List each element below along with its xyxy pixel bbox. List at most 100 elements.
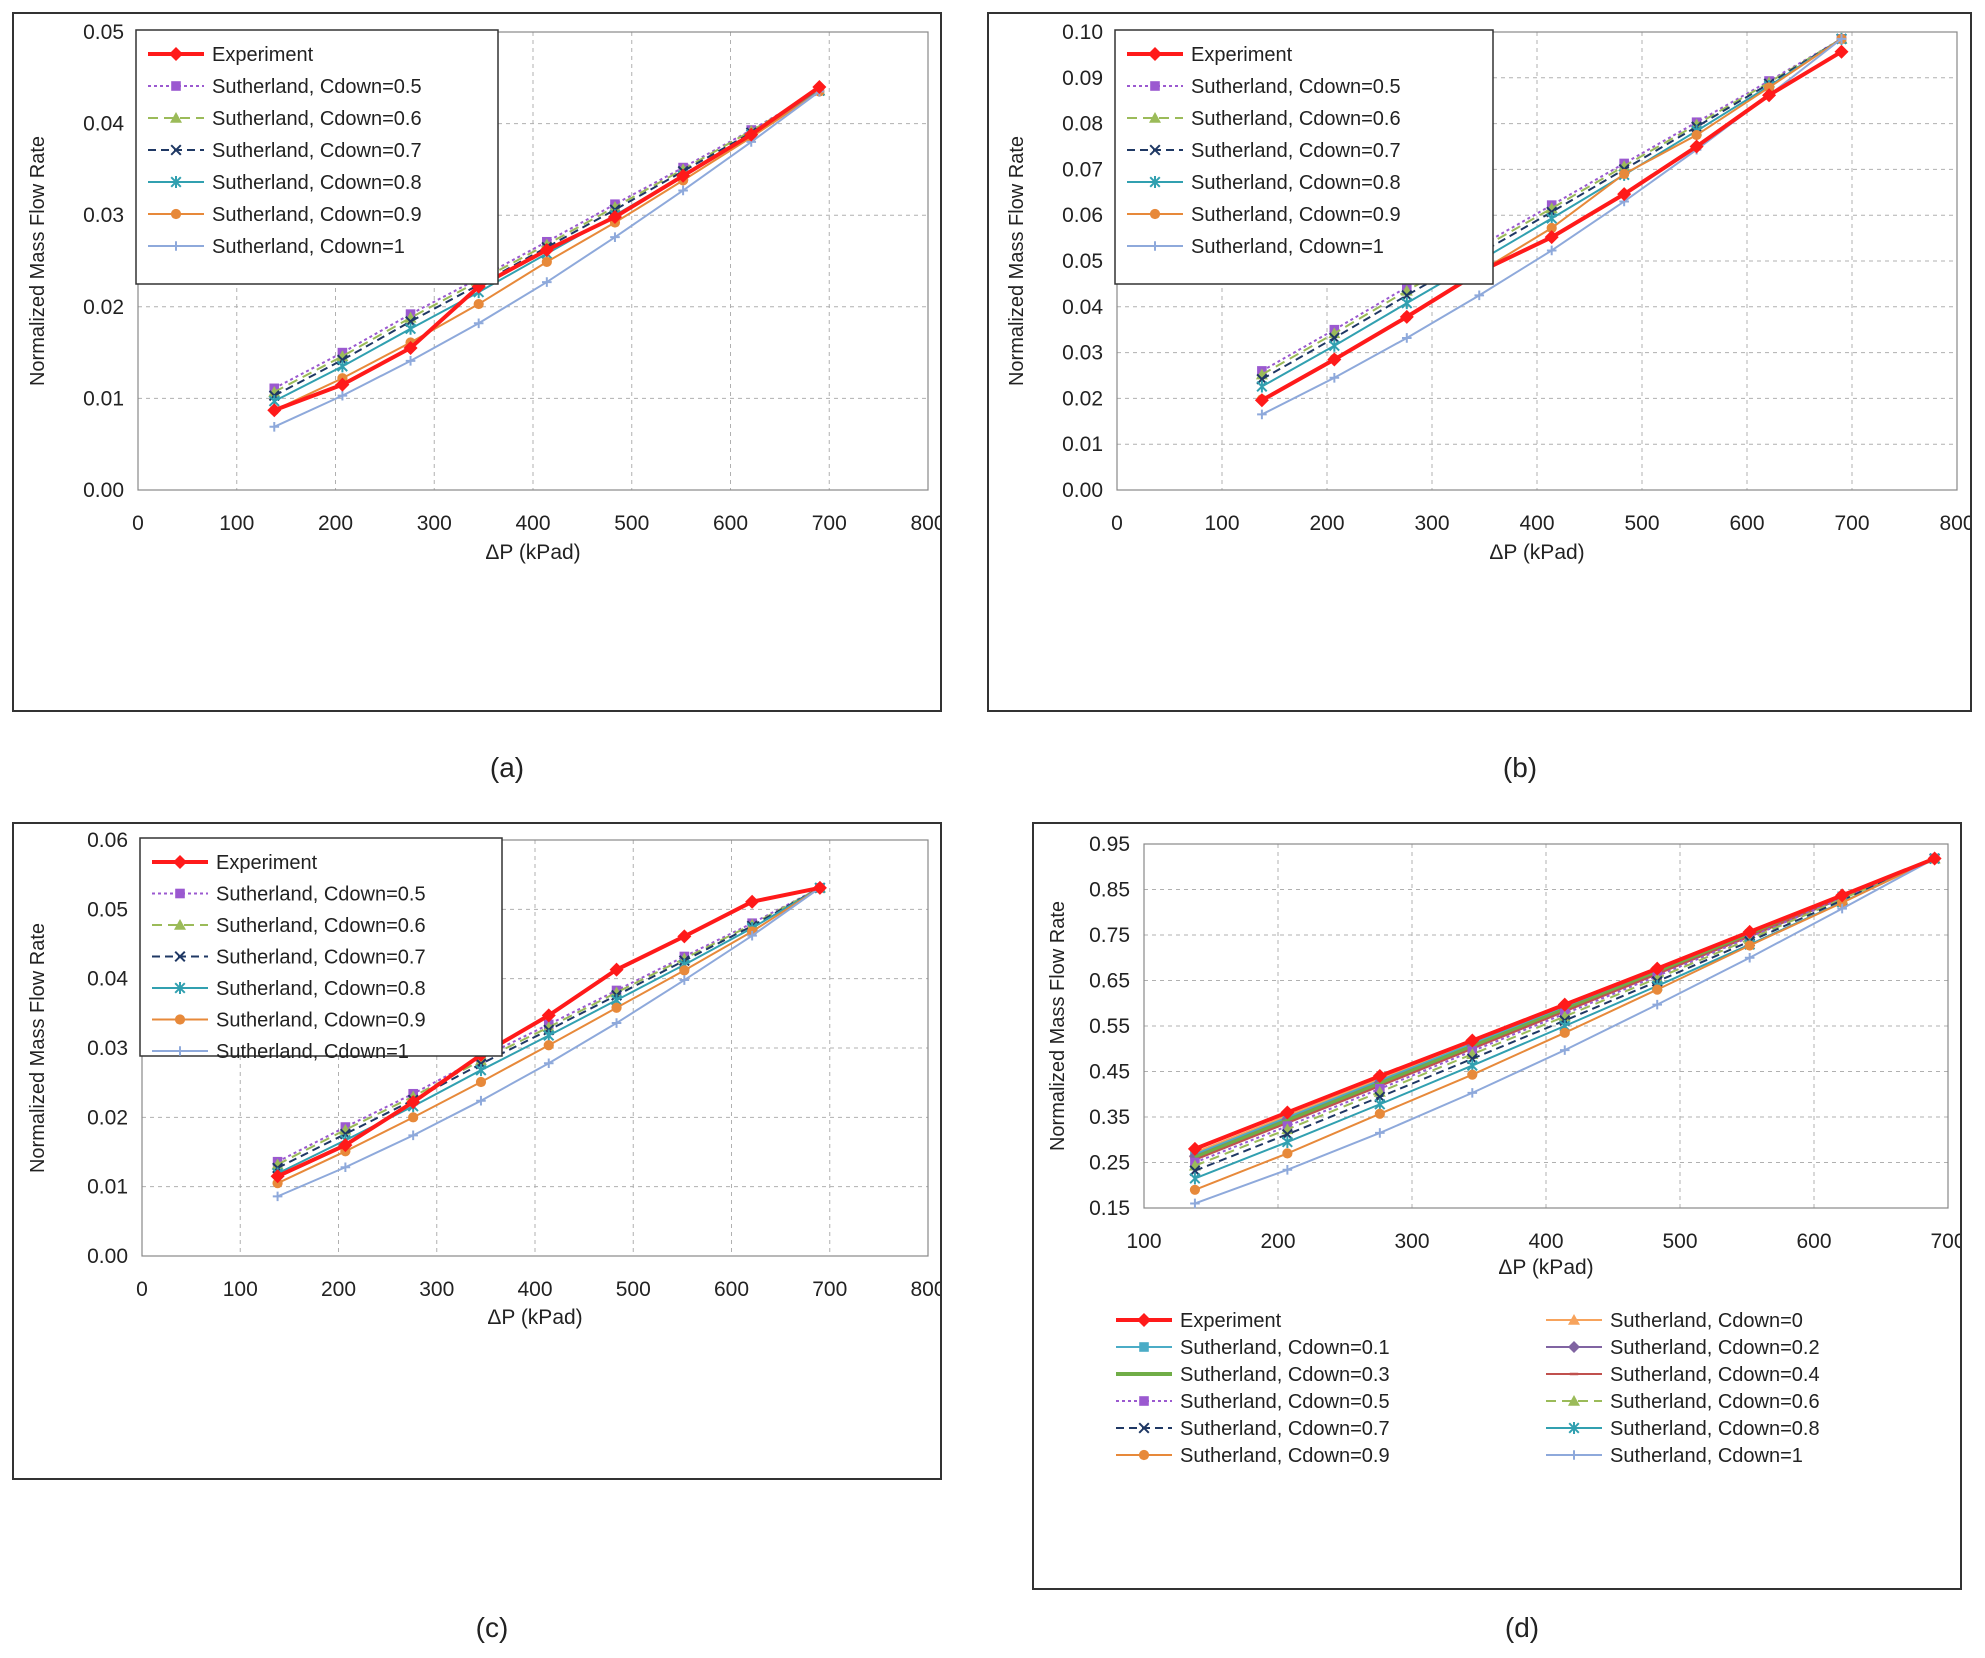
x-tick-label: 300 [1394,1230,1429,1253]
y-tick-label: 0.35 [1089,1106,1130,1129]
data-point [1257,409,1267,420]
data-point [1691,129,1702,141]
y-tick-label: 0.03 [1062,342,1103,365]
x-tick-label: 200 [1309,512,1344,535]
y-tick-label: 0.03 [87,1037,128,1060]
legend-item: Sutherland, Cdown=0.6 [152,915,426,937]
data-point [1689,139,1704,154]
legend: Experiment Sutherland, Cdown=0.5 Sutherlan… [135,29,499,285]
y-tick-label: 0.65 [1089,970,1130,993]
chart-panel-d: 100 200 300 400 500 600 700 0.15 0.25 0.35 0.45 0.5… [1032,822,1966,1590]
data-point [1190,1198,1200,1209]
chart-a: 0 100 200 300 400 500 600 700 800 0.00 0.01 0.02 0.0… [27,21,946,564]
y-tick-label: 0.00 [87,1245,128,1268]
legend-swatch-marker [1149,112,1161,123]
data-point [1762,88,1777,103]
x-tick-label: 700 [1930,1230,1960,1253]
y-tick-label: 0.75 [1089,924,1130,947]
chart-panel-c: 0 100 200 300 400 500 600 700 800 0.00 0.01 0.02 0.0… [12,822,946,1480]
legend-item: Sutherland, Cdown=0.9 [148,204,422,226]
x-tick-label: 600 [713,512,748,535]
data-point [1651,972,1664,984]
data-point [812,880,827,895]
data-point [272,1191,283,1202]
y-tick-label: 0.85 [1089,879,1130,902]
data-point [1328,339,1340,352]
data-point [542,1021,555,1032]
data-point [678,185,688,196]
data-point [541,1008,556,1023]
data-point [1546,222,1557,234]
y-tick-label: 0.01 [1062,433,1103,456]
legend-item: Sutherland, Cdown=1 [1546,1445,1803,1467]
data-point [607,210,622,225]
legend-item: Experiment [1127,44,1293,66]
chart-d: 100 200 300 400 500 600 700 0.15 0.25 0.35 0.45 0.5… [1047,833,1966,1586]
data-point [1375,1128,1385,1138]
data-point [679,965,690,976]
data-point [747,930,757,941]
x-tick-label: 600 [1796,1230,1831,1253]
x-tick-label: 300 [1414,512,1449,535]
legend-item: Sutherland, Cdown=0.3 [1116,1364,1390,1386]
x-tick-label: 100 [223,1278,258,1301]
data-point [1467,1069,1478,1080]
data-point [403,341,418,356]
legend-swatch-marker [175,888,185,899]
x-tick-label: 400 [517,1278,552,1301]
data-point [475,1076,487,1088]
legend-item: Sutherland, Cdown=1 [148,236,405,258]
legend-item: Sutherland, Cdown=0.7 [1116,1418,1390,1440]
legend-swatch-marker [169,47,183,61]
y-tick-label: 0.25 [1089,1152,1130,1175]
caption-d: (d) [1504,1612,1540,1643]
x-tick-label: 500 [616,1278,651,1301]
data-point [340,1162,351,1173]
legend-label: Sutherland, Cdown=0.9 [1191,204,1401,226]
legend-label: Sutherland, Cdown=0.7 [1191,140,1401,162]
data-point [475,1064,487,1077]
data-point [609,962,624,977]
legend-item: Sutherland, Cdown=0.9 [1127,204,1401,226]
x-tick-label: 400 [1519,512,1554,535]
x-tick-label: 100 [1204,512,1239,535]
legend-item: Sutherland, Cdown=0.6 [1127,108,1401,130]
legend-swatch-marker [1139,1396,1149,1406]
data-point [1837,897,1848,908]
legend-item: Experiment [148,44,314,66]
data-point [1546,245,1557,256]
data-point [744,127,759,142]
data-point [1545,202,1558,214]
x-tick-label: 800 [1939,512,1970,535]
data-point [408,1130,418,1141]
legend-item: Sutherland, Cdown=0.9 [152,1010,426,1032]
legend-label: Experiment [216,852,318,874]
series-line [277,886,821,1163]
legend-item: Sutherland, Cdown=0.2 [1546,1337,1820,1359]
data-point [543,1040,554,1051]
x-tick-label: 800 [910,512,940,535]
data-point [1742,924,1757,939]
legend-item: Sutherland, Cdown=1 [152,1041,409,1063]
data-point [1374,1108,1385,1119]
series-line [277,886,821,1166]
grid [1144,843,1949,1208]
x-tick-label: 200 [321,1278,356,1301]
y-tick-label: 0.09 [1062,67,1103,90]
x-tick-label: 400 [515,512,550,535]
x-tick-label: 600 [1729,512,1764,535]
legend-item: Sutherland, Cdown=0.6 [148,108,422,130]
data-point [676,168,691,183]
data-point [1763,82,1775,93]
legend-item: Experiment [1116,1310,1282,1332]
legend-swatch-marker [1568,1395,1580,1406]
series-line [1261,38,1843,381]
legend-label: Sutherland, Cdown=0.9 [1180,1445,1390,1467]
data-point [1399,309,1414,324]
x-tick-label: 800 [910,1278,940,1301]
chart-c: 0 100 200 300 400 500 600 700 800 0.00 0.01 0.02 0.0… [27,829,946,1329]
legend-swatch-marker [171,81,181,91]
data-point [611,1018,622,1028]
y-tick-label: 0.02 [83,296,124,319]
legend-label: Sutherland, Cdown=0.8 [1191,172,1401,194]
